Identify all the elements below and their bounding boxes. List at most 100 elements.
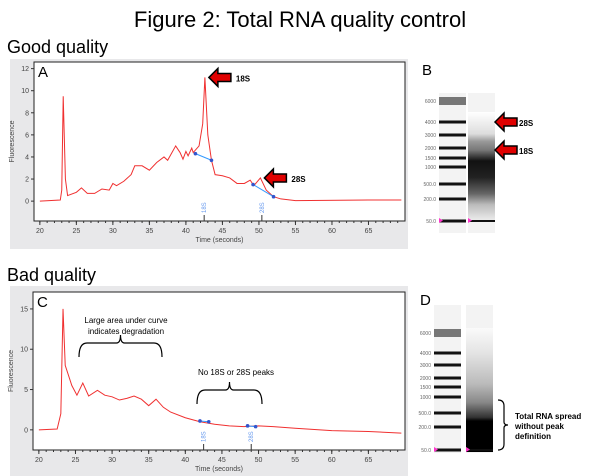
x-tick-label: 65 bbox=[364, 457, 372, 464]
ladder-size-label: 50.0 bbox=[426, 219, 436, 225]
x-axis-label: Time (seconds) bbox=[196, 237, 244, 244]
y-tick-label: 2 bbox=[25, 177, 29, 184]
ladder-band bbox=[439, 120, 466, 124]
fluorescence-trace bbox=[39, 77, 402, 202]
x-tick-label: 45 bbox=[218, 457, 226, 464]
x-tick-label: 25 bbox=[72, 228, 80, 235]
spread-note-line: definition bbox=[515, 432, 551, 441]
ladder-size-label: 1000 bbox=[425, 165, 436, 171]
peak-marker bbox=[206, 419, 211, 424]
ladder-size-label: 4000 bbox=[420, 351, 431, 357]
spread-note-line: without peak bbox=[514, 422, 564, 431]
y-axis-label: Fluorescence bbox=[8, 350, 15, 392]
plot-area bbox=[33, 61, 406, 222]
x-tick-label: 20 bbox=[35, 457, 43, 464]
x-tick-label: 30 bbox=[109, 228, 117, 235]
ladder-band bbox=[439, 197, 466, 201]
figure-title: Figure 2: Total RNA quality control bbox=[134, 7, 466, 32]
peak-tick-label: 18S bbox=[202, 202, 208, 213]
x-tick-label: 65 bbox=[365, 228, 373, 235]
ladder-size-label: 200.0 bbox=[423, 197, 436, 203]
ladder-band bbox=[434, 363, 461, 367]
x-tick-label: 30 bbox=[108, 457, 116, 464]
ladder-size-label: 200.0 bbox=[418, 425, 431, 431]
ladder-band bbox=[434, 448, 461, 452]
y-tick-label: 6 bbox=[25, 132, 29, 139]
marker-band bbox=[466, 449, 493, 451]
x-tick-label: 60 bbox=[328, 457, 336, 464]
ladder-size-label: 2000 bbox=[425, 146, 436, 152]
gel-annotation-28s: 28S bbox=[519, 119, 534, 128]
no-peaks-note: No 18S or 28S peaks bbox=[198, 368, 274, 377]
degradation-note-line2: indicates degradation bbox=[88, 327, 164, 336]
peak-tick-label: 28S bbox=[260, 202, 266, 213]
x-tick-label: 45 bbox=[219, 228, 227, 235]
ladder-band bbox=[434, 385, 461, 389]
bad-quality-label: Bad quality bbox=[7, 265, 96, 285]
gel-arrow-18s-icon bbox=[493, 139, 518, 161]
ladder-size-label: 1500 bbox=[420, 385, 431, 391]
gel-arrow-28s-icon bbox=[493, 111, 518, 133]
y-tick-label: 15 bbox=[20, 306, 28, 313]
peak-annotation-18s: 18S bbox=[236, 74, 251, 83]
lower-marker-icon bbox=[434, 447, 438, 452]
no-peaks-brace bbox=[196, 381, 263, 405]
ladder-band bbox=[439, 97, 466, 105]
peak-marker bbox=[209, 158, 214, 163]
x-tick-label: 40 bbox=[182, 228, 190, 235]
sample-smear bbox=[466, 328, 493, 452]
ladder-size-label: 3000 bbox=[420, 363, 431, 369]
ladder-band bbox=[439, 182, 466, 186]
peak-marker bbox=[193, 151, 198, 156]
y-tick-label: 10 bbox=[21, 88, 29, 95]
ladder-band bbox=[439, 156, 466, 160]
plot-area bbox=[32, 291, 406, 451]
x-tick-label: 25 bbox=[72, 457, 80, 464]
degradation-note-line1: Large area under curve bbox=[84, 316, 168, 325]
ladder-size-label: 50.0 bbox=[421, 448, 431, 454]
good-quality-label: Good quality bbox=[7, 37, 108, 57]
panel-label: C bbox=[37, 294, 48, 311]
ladder-size-label: 4000 bbox=[425, 120, 436, 126]
ladder-size-label: 500.0 bbox=[423, 182, 436, 188]
ladder-band bbox=[434, 411, 461, 415]
peak-tick-label: 28S bbox=[249, 431, 255, 442]
ladder-band bbox=[439, 146, 466, 150]
x-tick-label: 35 bbox=[145, 457, 153, 464]
gel-label: B bbox=[422, 62, 432, 79]
y-tick-label: 5 bbox=[24, 387, 28, 394]
ladder-size-label: 2000 bbox=[420, 376, 431, 382]
gel-b: B 6000 4000 3000 2000 1500 1000 500.0 200.0 50.0 2… bbox=[422, 62, 534, 233]
peak-baseline bbox=[195, 153, 212, 161]
y-tick-label: 0 bbox=[24, 427, 28, 434]
x-tick-label: 60 bbox=[328, 228, 336, 235]
gel-label: D bbox=[420, 292, 431, 309]
y-tick-label: 4 bbox=[25, 154, 29, 161]
x-tick-label: 50 bbox=[255, 228, 263, 235]
gel-annotation-18s: 18S bbox=[519, 147, 534, 156]
peak-marker bbox=[251, 182, 255, 187]
y-tick-label: 12 bbox=[21, 66, 29, 73]
x-tick-label: 55 bbox=[291, 457, 299, 464]
fluorescence-trace bbox=[38, 308, 402, 434]
peak-marker bbox=[253, 424, 258, 429]
x-tick-label: 50 bbox=[255, 457, 263, 464]
ladder-band bbox=[434, 376, 461, 380]
ladder-band bbox=[434, 425, 461, 429]
spread-brace bbox=[497, 399, 509, 451]
y-axis-label: Fluorescence bbox=[9, 120, 16, 162]
ladder-size-label: 500.0 bbox=[418, 411, 431, 417]
ladder-band bbox=[439, 219, 466, 223]
ladder-band bbox=[434, 329, 461, 337]
electropherogram-c: C 20 25 30 35 40 45 50 55 60 65 0 5 10 15 Time (seconds… bbox=[8, 286, 408, 476]
peak-marker bbox=[245, 424, 250, 428]
lower-marker-icon bbox=[468, 218, 472, 223]
ladder-band bbox=[439, 133, 466, 137]
y-tick-label: 8 bbox=[25, 110, 29, 117]
x-axis-label: Time (seconds) bbox=[195, 466, 243, 473]
ladder-lane bbox=[439, 93, 466, 233]
ladder-band bbox=[439, 165, 466, 169]
peak-baseline bbox=[252, 184, 274, 198]
ladder-size-label: 1000 bbox=[420, 395, 431, 401]
